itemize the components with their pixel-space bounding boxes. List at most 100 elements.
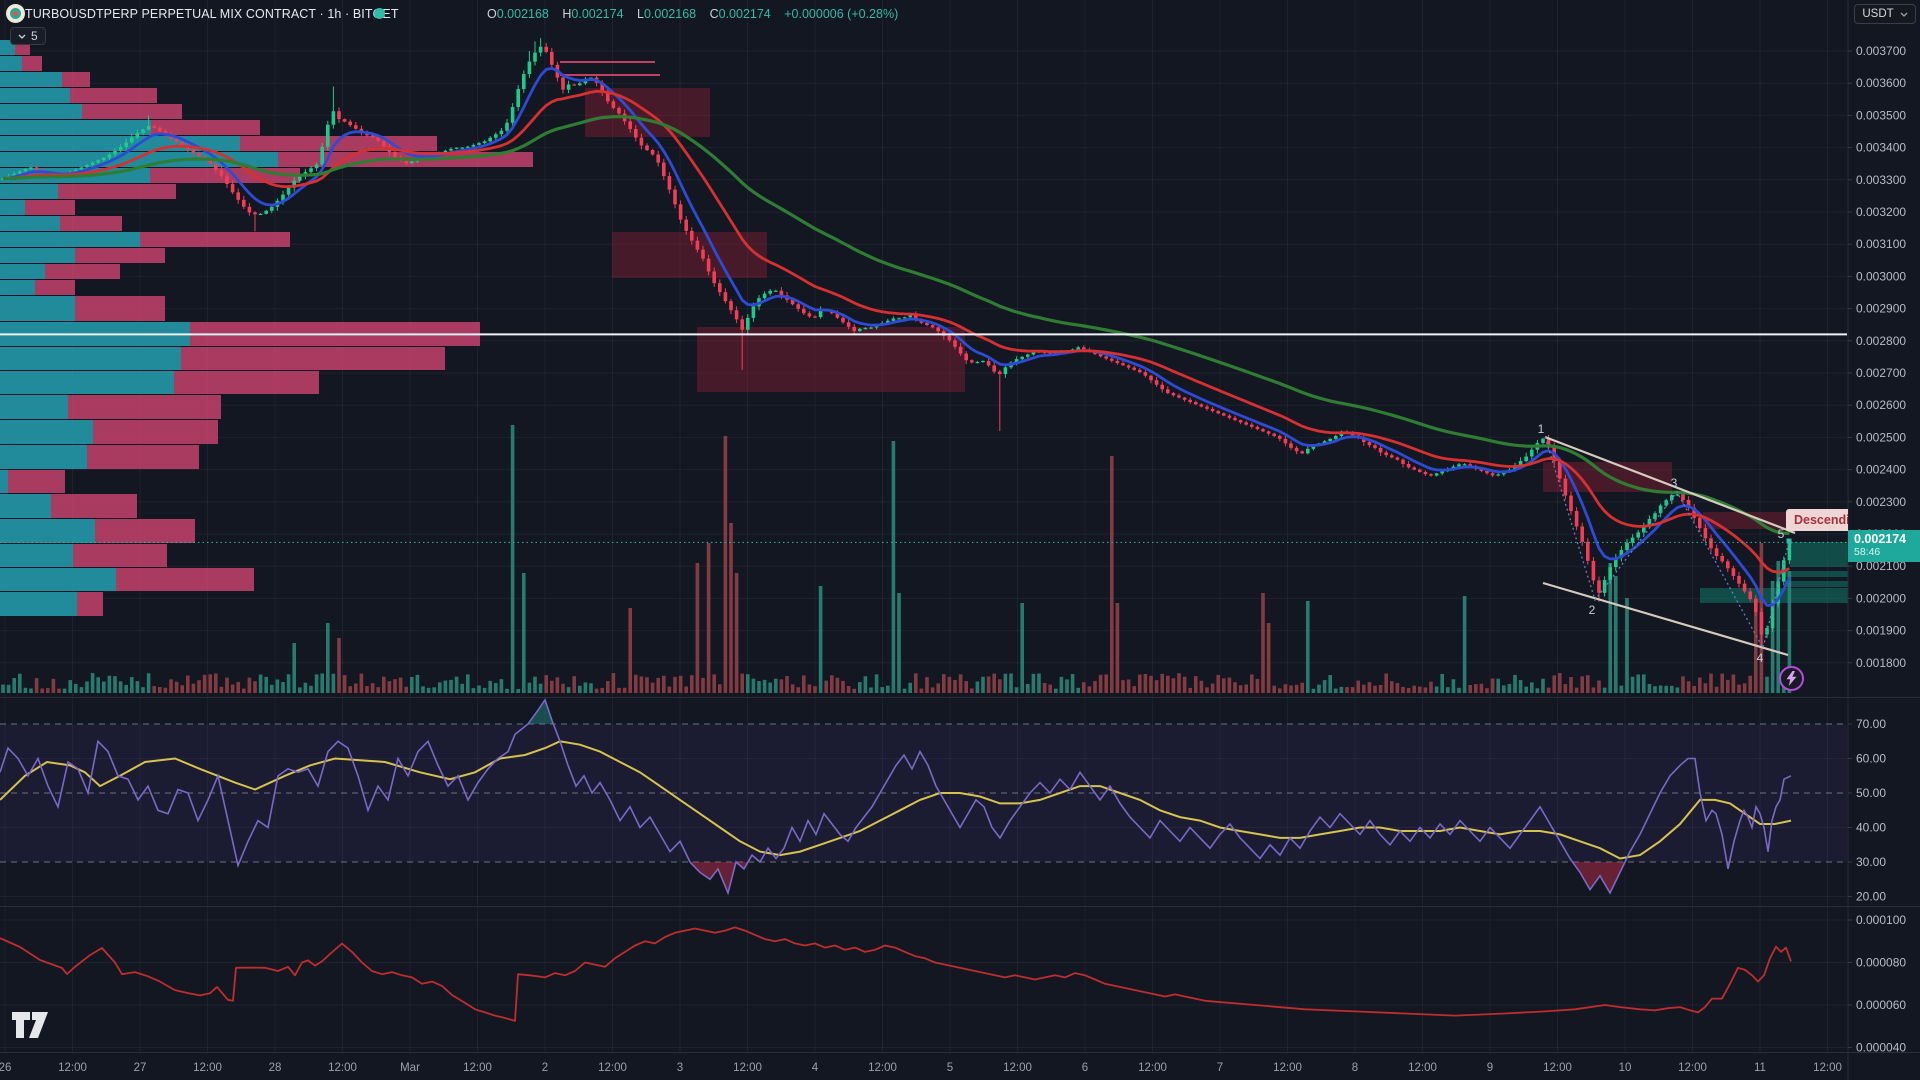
- currency-dropdown[interactable]: USDT: [1854, 4, 1916, 24]
- ohlc-high-label: H: [562, 7, 572, 21]
- current-price-value: 0.002174: [1854, 532, 1907, 546]
- ohlc-open-label: O: [487, 7, 497, 21]
- svg-text:0.002700: 0.002700: [1856, 366, 1906, 380]
- svg-text:26: 26: [0, 1062, 11, 1074]
- svg-text:12:00: 12:00: [463, 1062, 492, 1074]
- ohlc-low-label: L: [637, 7, 644, 21]
- symbol-logo-icon: [6, 4, 25, 23]
- ohlc-high-value: 0.002174: [571, 7, 624, 21]
- svg-text:0.001900: 0.001900: [1856, 624, 1906, 638]
- svg-text:20.00: 20.00: [1856, 890, 1886, 904]
- svg-text:0.002400: 0.002400: [1856, 463, 1906, 477]
- svg-text:0.001800: 0.001800: [1856, 656, 1906, 670]
- volume-profile: [0, 40, 533, 616]
- svg-text:0.002900: 0.002900: [1856, 302, 1906, 316]
- svg-text:12:00: 12:00: [733, 1062, 762, 1074]
- svg-text:27: 27: [134, 1062, 147, 1074]
- svg-text:8: 8: [1352, 1062, 1358, 1074]
- svg-text:12:00: 12:00: [1273, 1062, 1302, 1074]
- symbol-title[interactable]: TURBOUSDTPERP PERPETUAL MIX CONTRACT · 1…: [25, 7, 399, 21]
- svg-text:10: 10: [1619, 1062, 1632, 1074]
- svg-text:2: 2: [1589, 603, 1596, 617]
- svg-text:2: 2: [542, 1062, 548, 1074]
- svg-text:0.002500: 0.002500: [1856, 430, 1906, 444]
- svg-text:70.00: 70.00: [1856, 717, 1886, 731]
- svg-text:5: 5: [1778, 527, 1785, 541]
- currency-value: USDT: [1862, 8, 1894, 20]
- ohlc-close-value: 0.002174: [718, 7, 771, 21]
- pattern-name-label[interactable]: Descendi: [1786, 509, 1848, 531]
- volatility-pane: [0, 926, 1792, 1022]
- svg-text:0.003500: 0.003500: [1856, 108, 1906, 122]
- svg-text:7: 7: [1217, 1062, 1223, 1074]
- svg-text:0.003100: 0.003100: [1856, 237, 1906, 251]
- svg-text:0.003700: 0.003700: [1856, 44, 1906, 58]
- rsi-pane: [0, 698, 1847, 896]
- lightning-icon: [1786, 671, 1797, 686]
- svg-text:12:00: 12:00: [1813, 1062, 1842, 1074]
- moving-averages: [2, 66, 1791, 607]
- svg-text:0.002100: 0.002100: [1856, 559, 1906, 573]
- svg-text:28: 28: [269, 1062, 282, 1074]
- svg-text:30.00: 30.00: [1856, 855, 1886, 869]
- current-price-label[interactable]: 0.002174 58:46: [1848, 530, 1920, 562]
- svg-text:0.003200: 0.003200: [1856, 205, 1906, 219]
- svg-text:0.003400: 0.003400: [1856, 141, 1906, 155]
- svg-text:4: 4: [1757, 651, 1764, 665]
- svg-text:12:00: 12:00: [328, 1062, 357, 1074]
- svg-text:12:00: 12:00: [1003, 1062, 1032, 1074]
- svg-text:0.000080: 0.000080: [1856, 956, 1906, 970]
- ohlc-low-value: 0.002168: [643, 7, 697, 21]
- svg-text:6: 6: [1082, 1062, 1088, 1074]
- svg-text:0.002000: 0.002000: [1856, 591, 1906, 605]
- svg-text:0.000040: 0.000040: [1856, 1041, 1906, 1055]
- svg-text:5: 5: [947, 1062, 953, 1074]
- indicators-collapse-button[interactable]: 5: [10, 27, 46, 45]
- svg-text:12:00: 12:00: [1138, 1062, 1167, 1074]
- svg-text:9: 9: [1487, 1062, 1493, 1074]
- zones: [560, 61, 1848, 603]
- svg-text:12:00: 12:00: [868, 1062, 897, 1074]
- ohlc-close-label: C: [709, 7, 719, 21]
- levels: [0, 333, 1847, 543]
- svg-text:1: 1: [1538, 422, 1545, 436]
- candles: [1, 38, 1792, 650]
- svg-text:0.002600: 0.002600: [1856, 398, 1906, 412]
- svg-text:0.003600: 0.003600: [1856, 76, 1906, 90]
- market-status-dot[interactable]: [374, 8, 385, 19]
- svg-text:4: 4: [812, 1062, 819, 1074]
- svg-text:0.000100: 0.000100: [1856, 913, 1906, 927]
- svg-text:12:00: 12:00: [598, 1062, 627, 1074]
- svg-text:0.003000: 0.003000: [1856, 269, 1906, 283]
- chevron-down-icon: [1900, 12, 1908, 17]
- bar-countdown: 58:46: [1854, 546, 1881, 559]
- tradingview-logo-icon[interactable]: [8, 1008, 52, 1042]
- indicators-count: 5: [31, 29, 38, 43]
- svg-text:12:00: 12:00: [1678, 1062, 1707, 1074]
- svg-text:3: 3: [1671, 476, 1678, 490]
- svg-text:11: 11: [1754, 1062, 1766, 1074]
- svg-text:40.00: 40.00: [1856, 821, 1886, 835]
- svg-text:0.002800: 0.002800: [1856, 334, 1906, 348]
- svg-text:3: 3: [677, 1062, 683, 1074]
- ohlc-change-value: +0.000006 (+0.28%): [784, 7, 899, 21]
- svg-text:0.000060: 0.000060: [1856, 998, 1906, 1012]
- quick-trade-button[interactable]: [1779, 666, 1804, 691]
- chevron-down-icon: [18, 34, 26, 39]
- ohlc-readout: O0.002168 H0.002174 L0.002168 C0.002174 …: [487, 7, 898, 21]
- ohlc-open-value: 0.002168: [496, 7, 549, 21]
- svg-text:12:00: 12:00: [1543, 1062, 1572, 1074]
- svg-text:60.00: 60.00: [1856, 752, 1886, 766]
- pattern-drawing: 1 2 3 4 5: [1538, 422, 1796, 665]
- svg-text:12:00: 12:00: [1408, 1062, 1437, 1074]
- svg-text:12:00: 12:00: [58, 1062, 87, 1074]
- svg-text:Mar: Mar: [400, 1062, 420, 1074]
- svg-text:0.003300: 0.003300: [1856, 173, 1906, 187]
- volume-bars: [1, 425, 1792, 693]
- svg-text:50.00: 50.00: [1856, 786, 1886, 800]
- svg-text:12:00: 12:00: [193, 1062, 222, 1074]
- svg-text:0.002300: 0.002300: [1856, 495, 1906, 509]
